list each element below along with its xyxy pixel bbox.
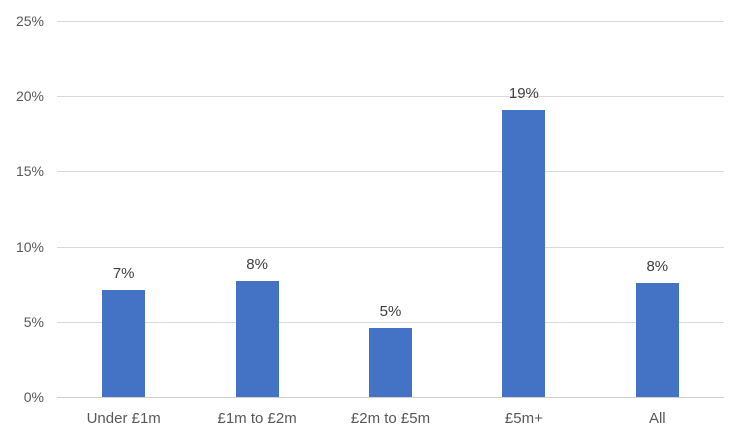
bar-under-£1m [102,290,146,397]
data-label: 5% [379,302,402,320]
data-label: 19% [508,84,539,102]
x-tick-label: £5m+ [504,410,543,427]
x-tick-label: All [648,410,666,427]
gridline-20% [57,96,724,98]
y-tick-label: 5% [23,313,44,330]
bar-all [635,282,679,397]
data-label: 7% [112,265,135,283]
data-label: 8% [246,256,268,274]
x-tick-label: Under £1m [86,410,161,427]
bar-£2m-to-£5m [369,327,412,397]
y-tick-label: 10% [15,238,44,255]
bar-£1m-to-£2m [235,281,279,397]
gridline-5% [57,321,724,323]
gridline-15% [57,171,724,173]
x-tick-label: £2m to £5m [350,410,431,427]
bar-£5m+ [502,109,546,397]
y-tick-label: 20% [15,88,44,105]
y-tick-label: 25% [15,13,44,29]
y-tick-label: 15% [15,163,44,180]
y-tick-label: 0% [23,389,44,405]
data-label: 8% [646,257,669,275]
x-axis-line [57,397,724,398]
x-tick-label: £1m to £2m [217,410,297,427]
gridline-25% [57,21,724,22]
gridline-10% [57,246,724,248]
